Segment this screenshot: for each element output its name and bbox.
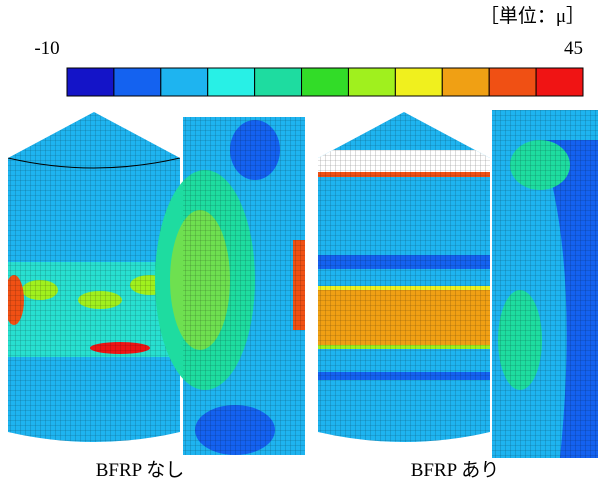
- page: {"legend": {"unit": "［単位：μ］", "min_label…: [0, 0, 598, 484]
- caption: BFRP なし: [96, 460, 185, 481]
- legend-swatch: [395, 68, 442, 96]
- figure: ［単位：μ］ -10 45: [0, 0, 598, 484]
- legend-swatch: [208, 68, 255, 96]
- unit-label: ［単位：μ］: [480, 5, 585, 27]
- legend-swatch: [161, 68, 208, 96]
- caption: BFRP あり: [411, 460, 500, 481]
- strip-right: [492, 110, 598, 458]
- legend-swatch: [114, 68, 161, 96]
- legend-max: 45: [564, 38, 583, 59]
- model-right: [318, 110, 490, 455]
- model-left: [4, 110, 180, 455]
- legend-swatch: [348, 68, 395, 96]
- legend-swatch: [489, 68, 536, 96]
- legend-swatch: [67, 68, 114, 96]
- legend-swatch: [302, 68, 349, 96]
- legend-swatch: [255, 68, 302, 96]
- color-legend: [67, 68, 583, 96]
- legend-swatch: [536, 68, 583, 96]
- legend-min: -10: [34, 38, 59, 59]
- legend-swatch: [442, 68, 489, 96]
